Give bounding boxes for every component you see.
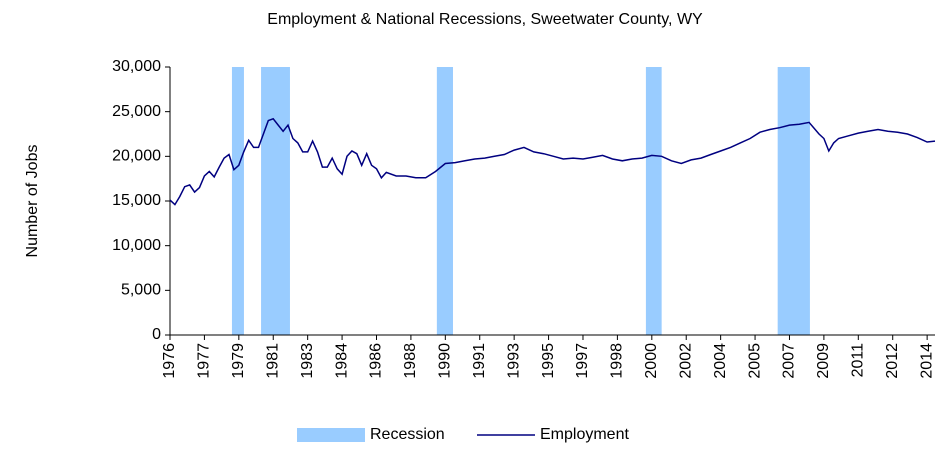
x-tick-label: 1988 <box>402 343 419 379</box>
x-tick-label: 2012 <box>884 343 901 379</box>
x-tick-label: 2004 <box>712 343 729 379</box>
recession-band <box>231 67 244 335</box>
x-tick-label: 2007 <box>781 343 798 379</box>
x-tick-label: 1981 <box>264 343 281 379</box>
recession-band <box>261 67 290 335</box>
x-tick-label: 1991 <box>471 343 488 379</box>
x-tick-label: 2011 <box>850 343 867 378</box>
x-tick-label: 2005 <box>746 343 763 379</box>
recession-band <box>777 67 810 335</box>
x-tick-label: 1993 <box>505 343 522 379</box>
x-tick-label: 1995 <box>540 343 557 379</box>
y-tick-label: 25,000 <box>112 103 161 120</box>
y-tick-label: 5,000 <box>121 282 161 299</box>
x-tick-label: 2009 <box>815 343 832 379</box>
y-axis-label: Number of Jobs <box>24 145 41 258</box>
chart-title: Employment & National Recessions, Sweetw… <box>267 11 703 28</box>
legend-label: Employment <box>540 426 629 443</box>
x-tick-label: 1998 <box>609 343 626 379</box>
x-tick-label: 1983 <box>299 343 316 379</box>
x-tick-label: 1976 <box>161 343 178 379</box>
x-tick-label: 1984 <box>333 343 350 379</box>
x-tick-label: 1997 <box>574 343 591 379</box>
y-tick-label: 0 <box>152 326 161 343</box>
x-tick-label: 2000 <box>643 343 660 379</box>
y-tick-label: 10,000 <box>112 237 161 254</box>
employment-line <box>169 117 936 206</box>
x-tick-label: 1990 <box>437 343 454 379</box>
legend-label: Recession <box>370 426 445 443</box>
x-tick-label: 1986 <box>368 343 385 379</box>
y-tick-label: 20,000 <box>112 148 161 165</box>
x-tick-label: 1977 <box>196 343 213 379</box>
y-tick-label: 30,000 <box>112 58 161 75</box>
x-tick-label: 2014 <box>918 343 935 379</box>
recession-band <box>645 67 662 335</box>
recession-band <box>436 67 453 335</box>
x-tick-label: 1979 <box>230 343 247 379</box>
x-tick-label: 2002 <box>677 343 694 379</box>
y-tick-label: 15,000 <box>112 192 161 209</box>
legend-swatch <box>297 428 365 442</box>
